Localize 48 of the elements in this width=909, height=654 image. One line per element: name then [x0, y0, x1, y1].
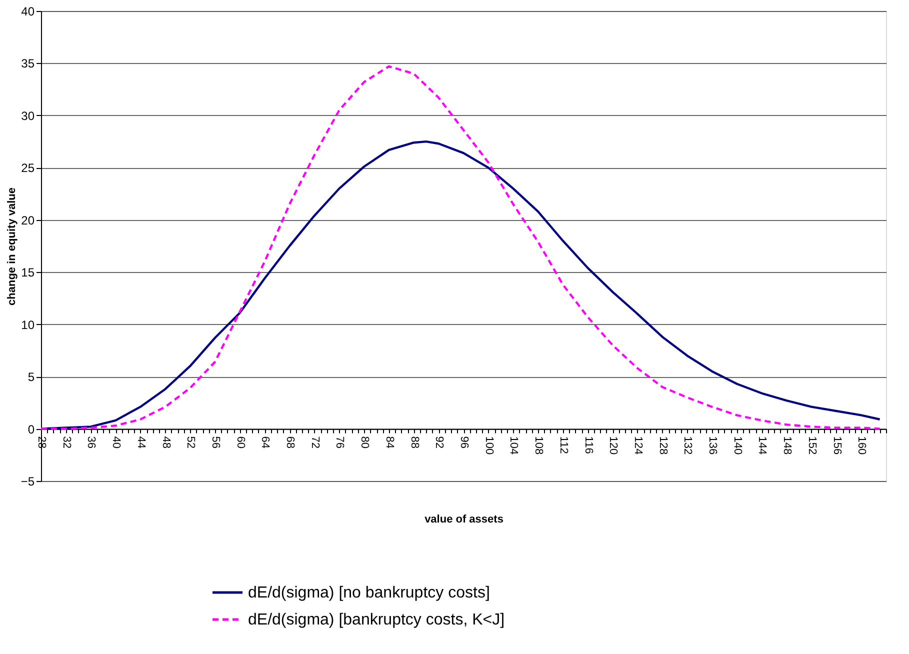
- x-tick-label: 104: [508, 436, 520, 455]
- y-tick-label: 10: [21, 318, 35, 332]
- x-tick-label: 56: [209, 436, 222, 449]
- x-tick-label: 144: [756, 436, 768, 455]
- legend-label: dE/d(sigma) [bankruptcy costs, K<J]: [248, 612, 505, 628]
- x-tick-label: 48: [160, 436, 172, 449]
- x-tick-label: 84: [383, 436, 396, 449]
- legend-label: dE/d(sigma) [no bankruptcy costs]: [248, 584, 490, 602]
- x-tick-label: 76: [334, 436, 346, 449]
- x-tick-label: 116: [582, 436, 594, 454]
- x-tick-label: 128: [656, 436, 669, 455]
- x-tick-label: 52: [184, 436, 197, 449]
- x-tick-label: 136: [706, 436, 719, 455]
- x-tick-label: 148: [781, 436, 794, 455]
- x-tick-label: 100: [482, 436, 495, 455]
- x-tick-label: 60: [234, 436, 246, 449]
- y-tick-label: 5: [28, 370, 35, 384]
- x-tick-label: 152: [806, 436, 818, 455]
- x-tick-label: 92: [433, 436, 446, 449]
- x-tick-label: 40: [110, 436, 122, 449]
- y-axis-title: change in equity value: [6, 188, 18, 306]
- x-tick-label: 112: [557, 436, 570, 454]
- y-tick-label: 15: [21, 266, 35, 280]
- y-tick-label: −5: [20, 474, 35, 488]
- x-tick-label: 88: [408, 436, 420, 449]
- y-tick-label: 20: [21, 213, 35, 228]
- y-tick-label: 35: [21, 56, 35, 71]
- x-axis-title: value of assets: [424, 514, 504, 526]
- y-tick-label: 25: [21, 161, 35, 176]
- x-tick-label: 156: [830, 436, 843, 455]
- y-tick-label: 30: [21, 108, 35, 123]
- x-tick-label: 96: [458, 436, 470, 449]
- x-tick-label: 32: [60, 436, 72, 449]
- line-series: [40, 65, 881, 430]
- x-tick-label: 124: [632, 436, 644, 455]
- x-tick-label: 108: [532, 436, 545, 455]
- x-tick-label: 140: [731, 436, 744, 455]
- x-tick-label: 132: [682, 436, 694, 455]
- x-tick-label: 160: [856, 436, 868, 455]
- x-tick-label: 80: [358, 436, 371, 449]
- y-tick-label: 40: [21, 4, 35, 18]
- x-tick-label: 64: [259, 436, 272, 449]
- x-tick-label: 68: [284, 436, 296, 449]
- y-tick-label: 0: [28, 422, 35, 436]
- x-tick-label: 44: [134, 436, 147, 449]
- x-tick-label: 72: [308, 436, 321, 449]
- x-tick-label: 36: [85, 436, 98, 449]
- x-tick-label: 120: [607, 436, 620, 455]
